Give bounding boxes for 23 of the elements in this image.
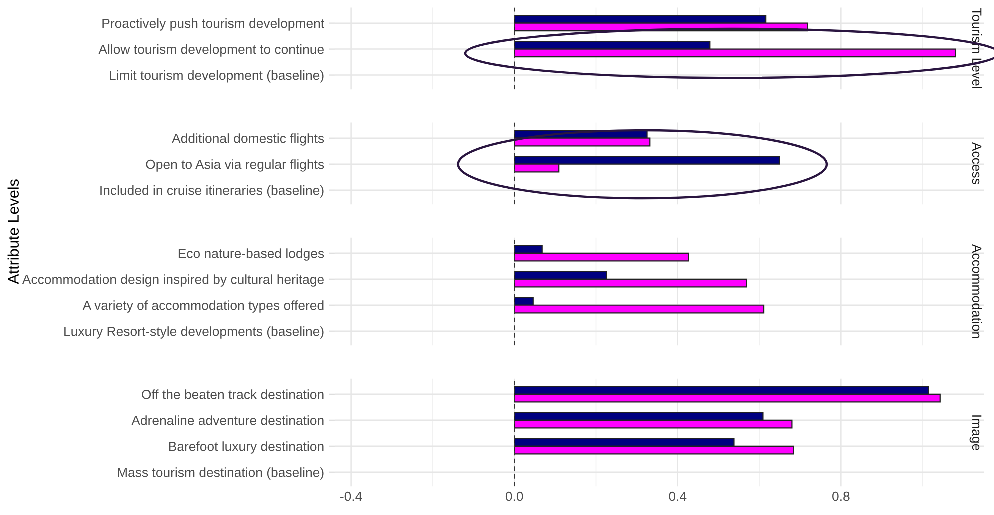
- y-tick-label: Accommodation design inspired by cultural heritage: [22, 274, 324, 287]
- y-tick-label: Adrenaline adventure destination: [132, 416, 324, 426]
- y-tick-label: Open to Asia via regular flights: [146, 160, 324, 172]
- text: Tourism Level: [972, 8, 982, 88]
- y-tick-label: Additional domestic flights: [172, 134, 324, 146]
- y-tick-label: A variety of accommodation types offered: [82, 300, 324, 313]
- x-tick-label: -0.4: [340, 492, 362, 502]
- x-tick-label: 0.0: [506, 492, 524, 502]
- y-tick-label: Allow tourism development to continue: [98, 44, 324, 57]
- y-tick-label: Limit tourism development (baseline): [110, 70, 324, 83]
- y-tick-label: Barefoot luxury destination: [169, 442, 324, 454]
- y-tick-label: Eco nature-based lodges: [178, 248, 324, 261]
- x-tick-label: 0.8: [832, 492, 850, 502]
- y-tick-label: Included in cruise itineraries (baseline): [100, 186, 324, 198]
- text: Access: [972, 142, 982, 184]
- y-tick-label: Luxury Resort-style developments (baseline): [64, 326, 324, 339]
- y-tick-label: Mass tourism destination (baseline): [118, 468, 324, 480]
- y-tick-label: Proactively push tourism development: [102, 18, 324, 31]
- text: Image: [970, 416, 982, 451]
- y-tick-label: Off the beaten track destination: [142, 390, 324, 400]
- text: Accommodation: [972, 244, 982, 338]
- y-axis-title: Attribute Levels: [8, 180, 20, 284]
- x-tick-label: 0.4: [669, 492, 687, 502]
